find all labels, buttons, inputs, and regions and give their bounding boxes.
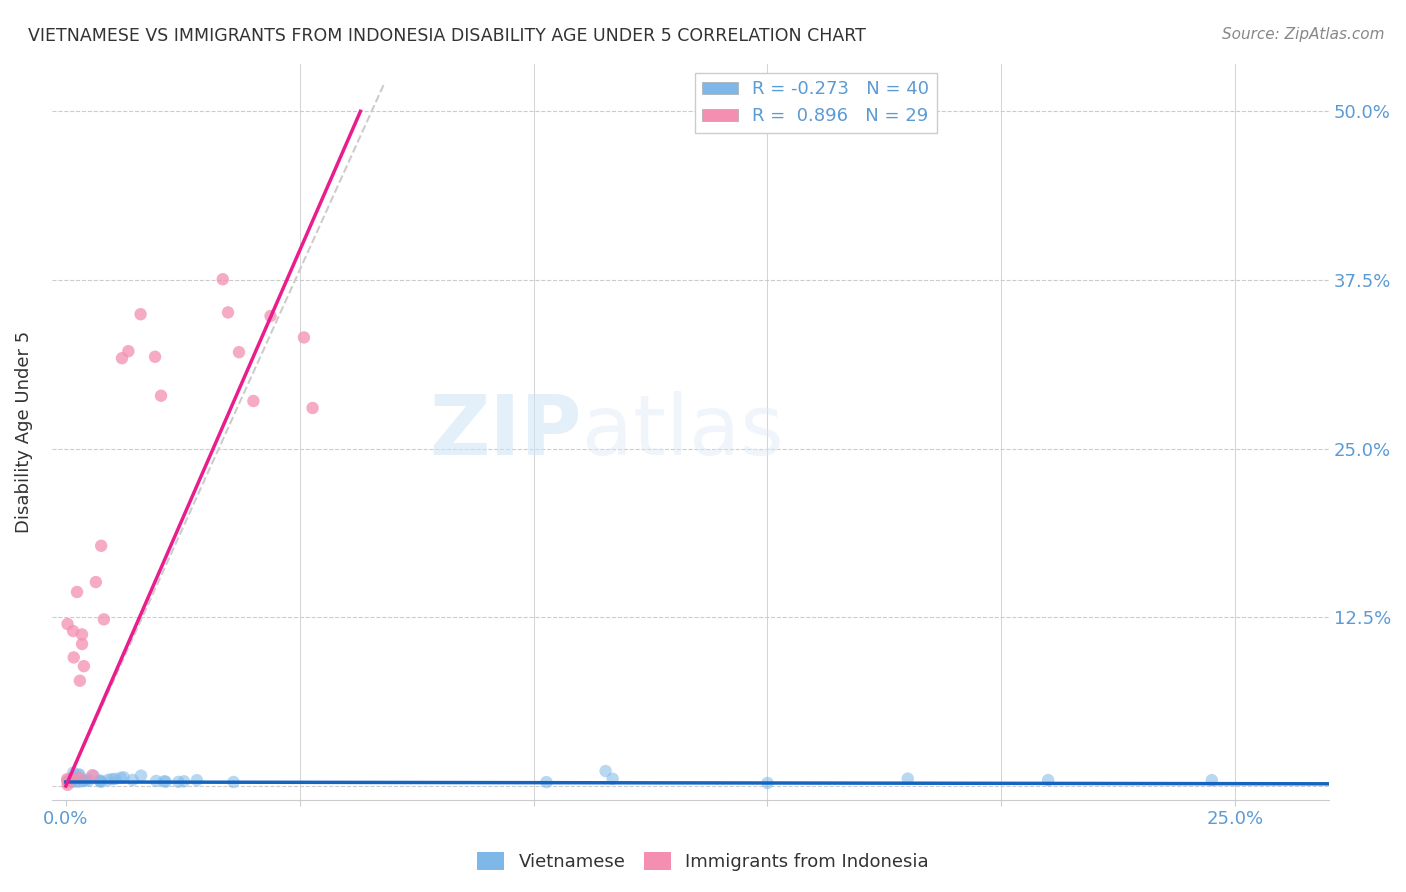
Point — [89, 773, 111, 788]
Point — [155, 774, 177, 789]
Point — [186, 773, 208, 788]
Point — [70, 637, 93, 651]
Point — [110, 771, 132, 785]
Point — [56, 778, 79, 792]
Point — [77, 773, 100, 788]
Point — [82, 768, 104, 782]
Point — [301, 401, 323, 415]
Text: VIETNAMESE VS IMMIGRANTS FROM INDONESIA DISABILITY AGE UNDER 5 CORRELATION CHART: VIETNAMESE VS IMMIGRANTS FROM INDONESIA … — [28, 27, 866, 45]
Point — [129, 769, 152, 783]
Point — [56, 617, 79, 632]
Point — [97, 772, 120, 787]
Point — [67, 768, 90, 782]
Point — [90, 539, 112, 553]
Point — [56, 775, 79, 789]
Point — [60, 774, 83, 789]
Point — [84, 575, 107, 590]
Point — [73, 659, 96, 673]
Point — [60, 772, 83, 786]
Point — [56, 772, 79, 786]
Point — [173, 774, 195, 789]
Point — [222, 775, 245, 789]
Point — [112, 770, 135, 784]
Point — [69, 673, 91, 688]
Point — [1036, 773, 1059, 788]
Legend: R = -0.273   N = 40, R =  0.896   N = 29: R = -0.273 N = 40, R = 0.896 N = 29 — [695, 73, 936, 133]
Point — [72, 774, 94, 789]
Legend: Vietnamese, Immigrants from Indonesia: Vietnamese, Immigrants from Indonesia — [470, 845, 936, 879]
Point — [67, 767, 90, 781]
Point — [897, 772, 920, 786]
Point — [167, 775, 190, 789]
Point — [67, 771, 90, 785]
Point — [56, 774, 79, 789]
Point — [60, 774, 83, 789]
Point — [121, 772, 143, 787]
Point — [89, 774, 111, 789]
Point — [217, 305, 239, 319]
Point — [70, 627, 93, 641]
Point — [211, 272, 233, 286]
Point — [145, 773, 167, 788]
Point — [111, 351, 134, 366]
Point — [602, 772, 624, 786]
Point — [1201, 773, 1223, 788]
Point — [117, 344, 139, 359]
Point — [150, 389, 173, 403]
Point — [595, 764, 617, 778]
Point — [101, 772, 124, 786]
Point — [292, 330, 315, 344]
Point — [62, 771, 84, 785]
Point — [242, 394, 264, 409]
Point — [66, 585, 89, 599]
Point — [536, 775, 558, 789]
Text: ZIP: ZIP — [429, 392, 582, 472]
Point — [153, 774, 176, 789]
Point — [228, 345, 250, 359]
Text: atlas: atlas — [582, 392, 783, 472]
Y-axis label: Disability Age Under 5: Disability Age Under 5 — [15, 331, 32, 533]
Point — [56, 773, 79, 788]
Point — [62, 650, 84, 665]
Point — [93, 612, 115, 626]
Point — [76, 772, 98, 787]
Point — [90, 774, 112, 789]
Point — [143, 350, 166, 364]
Point — [104, 772, 127, 786]
Point — [756, 776, 779, 790]
Point — [62, 624, 84, 638]
Point — [259, 309, 281, 323]
Point — [72, 773, 94, 788]
Point — [60, 773, 83, 788]
Point — [63, 774, 86, 789]
Point — [129, 307, 152, 321]
Text: Source: ZipAtlas.com: Source: ZipAtlas.com — [1222, 27, 1385, 42]
Point — [83, 769, 105, 783]
Point — [62, 765, 84, 780]
Point — [67, 775, 90, 789]
